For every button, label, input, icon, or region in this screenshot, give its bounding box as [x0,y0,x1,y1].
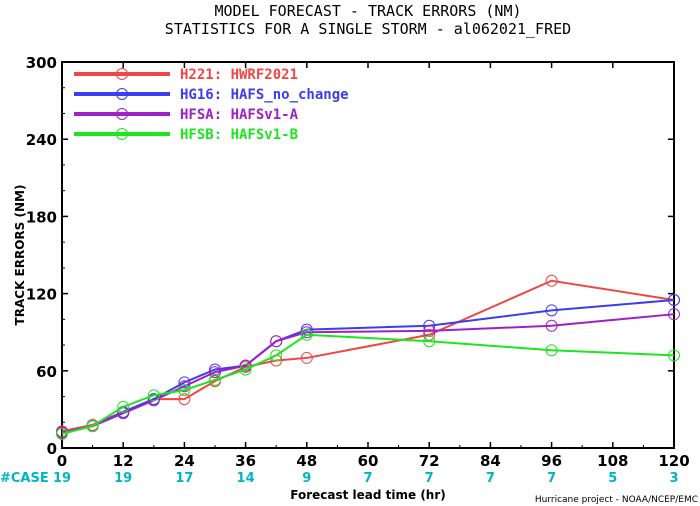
data-point [209,366,221,379]
data-point [300,351,313,364]
data-point [117,400,130,413]
legend-label: H221: HWRF2021 [180,67,298,83]
case-count: 7 [363,471,372,486]
case-count: 7 [547,471,556,486]
case-count: 5 [608,471,617,486]
case-count: 3 [669,471,678,486]
case-count: 19 [114,471,132,486]
legend-marker [116,88,128,100]
data-point [545,319,558,332]
data-point [147,389,160,402]
x-tick-label: 12 [113,452,134,470]
y-tick-label: 240 [26,131,57,149]
data-point [270,335,283,348]
data-point [423,324,436,337]
case-count: 7 [486,471,495,486]
x-tick-label: 36 [235,452,256,470]
case-count: 7 [425,471,434,486]
case-count: 19 [53,471,71,486]
data-point [545,274,558,287]
chart-title: MODEL FORECAST - TRACK ERRORS (NM) [214,2,521,20]
data-point [545,344,558,357]
legend-marker [116,108,128,120]
data-point [178,384,191,397]
data-point [668,294,680,307]
data-point [300,328,313,341]
data-point [545,304,558,317]
y-tick-label: 180 [26,208,57,226]
data-point [178,393,191,406]
data-point [178,380,191,393]
credit-text: Hurricane project - NOAA/NCEP/EMC [535,495,698,505]
series-line [61,313,675,434]
x-tick-label: 60 [358,452,379,470]
data-point [668,349,680,362]
y-axis-label: TRACK ERRORS (NM) [13,185,27,326]
data-point [270,349,283,362]
legend-label: HFSA: HAFSv1-A [180,107,299,123]
legend-label: HFSB: HAFSv1-B [180,127,298,143]
series-line [61,299,675,434]
y-tick-label: 60 [36,363,57,381]
x-tick-label: 108 [597,452,628,470]
legend-label: HG16: HAFS_no_change [180,87,349,103]
x-tick-label: 96 [541,452,562,470]
y-tick-label: 300 [26,54,57,72]
case-count: 9 [302,471,311,486]
case-count: 17 [175,471,193,486]
x-tick-label: 48 [296,452,317,470]
data-point [300,326,313,339]
chart-subtitle: STATISTICS FOR A SINGLE STORM - al062021… [165,20,571,38]
y-tick-label: 0 [47,440,57,458]
x-tick-label: 84 [480,452,501,470]
series-line [61,279,675,433]
legend-marker [116,68,128,80]
data-point [423,335,436,348]
x-tick-label: 24 [174,452,195,470]
data-point [209,373,221,386]
plot-area: 0 12 24 36 48 60 72 84 96 108 120 0 60 120 180 240 300 H2… [0,54,690,486]
data-point [178,376,191,389]
x-axis-label: Forecast lead time (hr) [290,488,446,502]
x-tick-label: 0 [57,452,67,470]
data-point [668,308,680,321]
data-point [239,363,252,376]
case-label: #CASE [0,471,49,486]
series-line [61,333,675,435]
data-point [56,427,68,440]
x-tick-label: 120 [658,452,689,470]
x-tick-label: 72 [419,452,440,470]
data-point [86,420,99,433]
y-tick-label: 120 [26,286,57,304]
data-point [239,359,252,372]
case-count: 14 [237,471,255,486]
legend-marker [116,128,128,140]
data-point [209,363,221,376]
